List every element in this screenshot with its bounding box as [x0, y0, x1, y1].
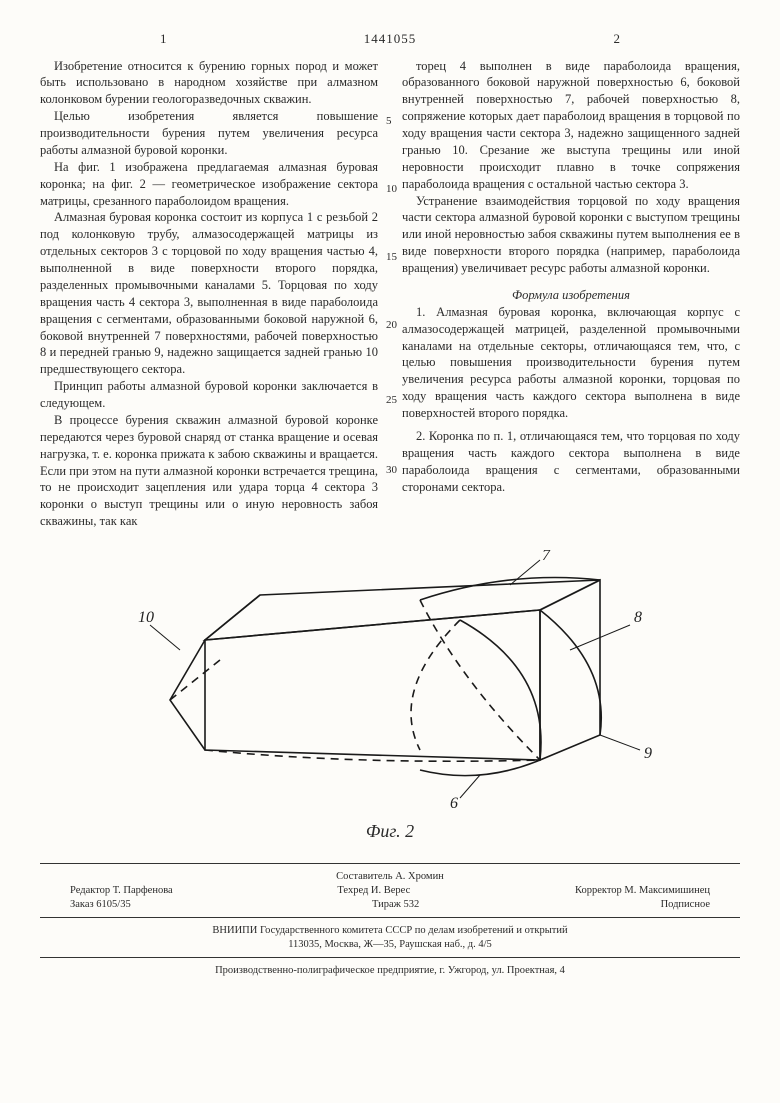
figure-container: 10 7 8 9 6 Фиг. 2: [40, 550, 740, 843]
paragraph: Устранение взаимодействия торцовой по хо…: [402, 193, 740, 277]
footer-compiler: Составитель А. Хромин: [40, 870, 740, 884]
page-number-left: 1: [160, 30, 167, 48]
line-marker: 25: [386, 393, 397, 408]
paragraph: Целью изобретения является повышение про…: [40, 108, 378, 159]
line-marker: 15: [386, 250, 397, 265]
paragraph: торец 4 выполнен в виде параболоида вращ…: [402, 58, 740, 193]
right-column: 5 10 15 20 25 30 торец 4 выполнен в виде…: [402, 58, 740, 531]
footer: Составитель А. Хромин Редактор Т. Парфен…: [40, 863, 740, 978]
line-marker: 30: [386, 463, 397, 478]
footer-order: Заказ 6105/35: [70, 898, 131, 912]
line-marker: 10: [386, 182, 397, 197]
footer-print: Производственно-полиграфическое предприя…: [40, 964, 740, 978]
page-header: 1 1441055 2: [40, 30, 740, 48]
footer-address: 113035, Москва, Ж—35, Раушская наб., д. …: [40, 938, 740, 952]
figure-label: Фиг. 2: [40, 819, 740, 843]
figure-2-diagram: 10 7 8 9 6: [110, 550, 670, 810]
callout-9: 9: [644, 745, 652, 762]
claim: 1. Алмазная буровая коронка, включающая …: [402, 304, 740, 422]
paragraph: В процессе бурения скважин алмазной буро…: [40, 412, 378, 530]
footer-subscription: Подписное: [661, 898, 710, 912]
footer-editor: Редактор Т. Парфенова: [70, 884, 173, 898]
callout-7: 7: [542, 550, 551, 564]
line-marker: 5: [386, 114, 392, 129]
callout-6: 6: [450, 795, 458, 810]
footer-techred: Техред И. Верес: [337, 884, 410, 898]
claim: 2. Коронка по п. 1, отличающаяся тем, чт…: [402, 428, 740, 496]
left-column: Изобретение относится к бурению горных п…: [40, 58, 378, 531]
paragraph: Принцип работы алмазной буровой коронки …: [40, 378, 378, 412]
footer-tirazh: Тираж 532: [372, 898, 419, 912]
footer-org: ВНИИПИ Государственного комитета СССР по…: [40, 924, 740, 938]
callout-8: 8: [634, 609, 642, 626]
paragraph: Изобретение относится к бурению горных п…: [40, 58, 378, 109]
paragraph: Алмазная буровая коронка состоит из корп…: [40, 209, 378, 378]
line-marker: 20: [386, 318, 397, 333]
formula-title: Формула изобретения: [402, 287, 740, 304]
patent-number: 1441055: [364, 30, 417, 48]
paragraph: На фиг. 1 изображена предлагаемая алмазн…: [40, 159, 378, 210]
page-number-right: 2: [614, 30, 621, 48]
footer-corrector: Корректор М. Максимишинец: [575, 884, 710, 898]
text-columns: Изобретение относится к бурению горных п…: [40, 58, 740, 531]
callout-10: 10: [138, 609, 154, 626]
